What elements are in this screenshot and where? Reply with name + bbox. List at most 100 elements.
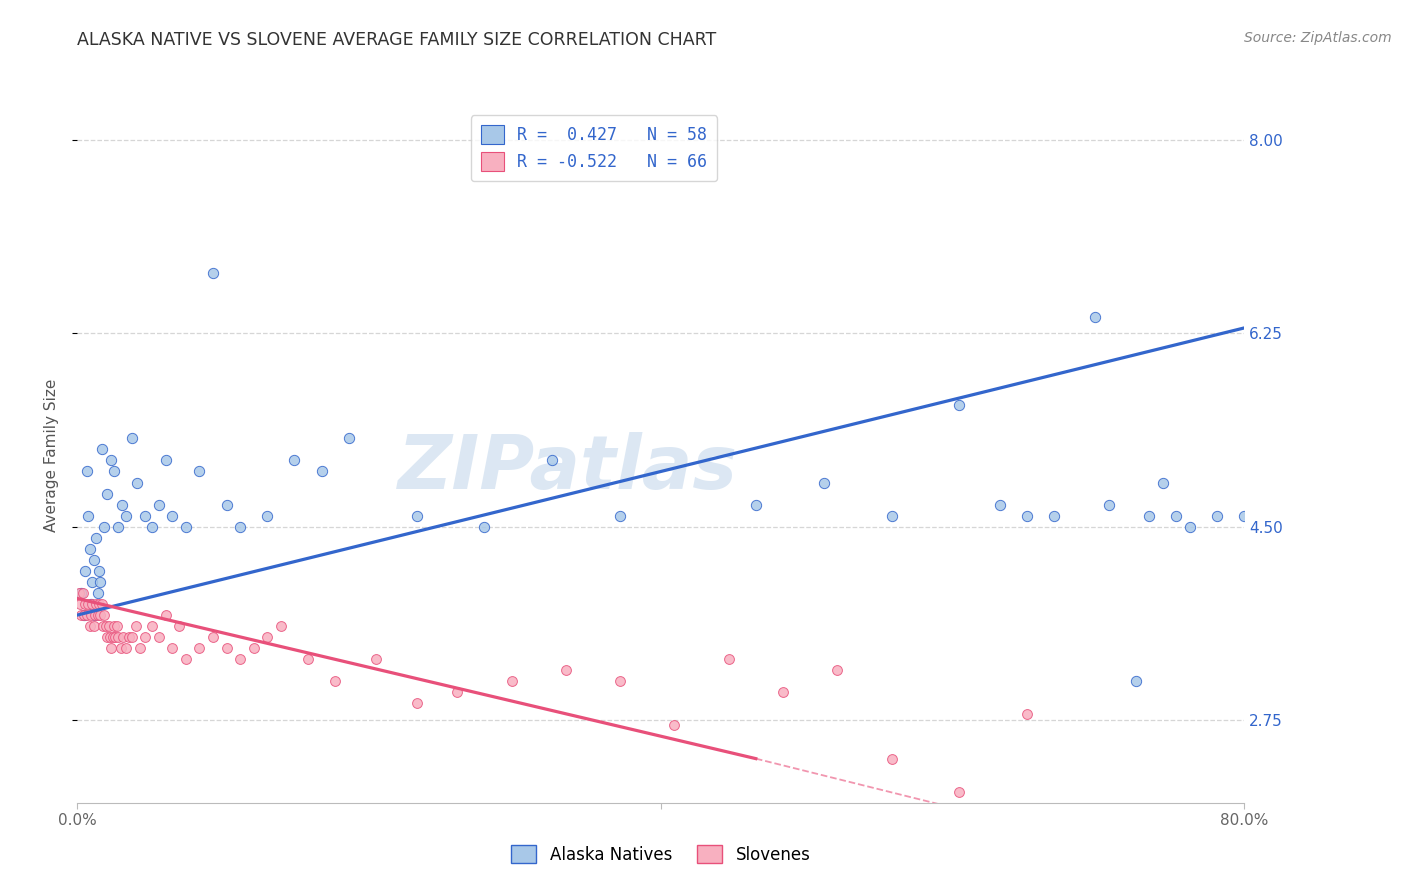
Point — [501, 674, 523, 689]
Point — [75, 597, 97, 611]
Point — [717, 652, 740, 666]
Point — [283, 453, 305, 467]
Point — [98, 630, 121, 644]
Point — [664, 718, 686, 732]
Point — [174, 652, 197, 666]
Point — [89, 574, 111, 589]
Point — [1084, 310, 1107, 324]
Point — [364, 652, 387, 666]
Point — [100, 453, 122, 467]
Point — [215, 498, 238, 512]
Point — [125, 619, 148, 633]
Point — [880, 508, 903, 523]
Point — [1125, 674, 1147, 689]
Point — [101, 630, 124, 644]
Point — [75, 564, 97, 578]
Point — [215, 641, 238, 656]
Point — [86, 586, 108, 600]
Point — [111, 498, 134, 512]
Point — [988, 498, 1011, 512]
Point — [1206, 508, 1229, 523]
Point — [90, 442, 112, 457]
Point — [188, 641, 211, 656]
Point — [67, 586, 90, 600]
Point — [79, 541, 101, 556]
Point — [72, 586, 94, 600]
Point — [1097, 498, 1119, 512]
Point — [77, 508, 100, 523]
Point — [104, 630, 127, 644]
Y-axis label: Average Family Size: Average Family Size — [44, 378, 59, 532]
Point — [103, 465, 125, 479]
Point — [323, 674, 346, 689]
Point — [229, 519, 252, 533]
Point — [125, 475, 148, 490]
Point — [80, 597, 103, 611]
Point — [256, 630, 278, 644]
Point — [79, 619, 101, 633]
Point — [1233, 508, 1256, 523]
Point — [202, 266, 225, 280]
Legend: R =  0.427   N = 58, R = -0.522   N = 66: R = 0.427 N = 58, R = -0.522 N = 66 — [471, 115, 717, 181]
Point — [162, 508, 184, 523]
Point — [82, 574, 104, 589]
Point — [83, 619, 105, 633]
Point — [69, 597, 91, 611]
Point — [880, 751, 903, 765]
Point — [405, 508, 427, 523]
Text: ALASKA NATIVE VS SLOVENE AVERAGE FAMILY SIZE CORRELATION CHART: ALASKA NATIVE VS SLOVENE AVERAGE FAMILY … — [77, 31, 717, 49]
Point — [87, 564, 110, 578]
Point — [148, 498, 170, 512]
Point — [242, 641, 264, 656]
Point — [93, 608, 115, 623]
Point — [297, 652, 319, 666]
Point — [76, 465, 98, 479]
Point — [76, 608, 98, 623]
Point — [86, 531, 108, 545]
Text: Source: ZipAtlas.com: Source: ZipAtlas.com — [1244, 31, 1392, 45]
Point — [70, 586, 93, 600]
Text: ZIPatlas: ZIPatlas — [398, 433, 738, 506]
Point — [70, 608, 93, 623]
Point — [105, 619, 128, 633]
Point — [112, 630, 135, 644]
Point — [103, 619, 125, 633]
Point — [188, 465, 211, 479]
Point — [84, 608, 107, 623]
Point — [128, 641, 150, 656]
Point — [73, 608, 96, 623]
Point — [609, 674, 631, 689]
Point — [162, 641, 184, 656]
Point — [148, 630, 170, 644]
Point — [745, 498, 768, 512]
Point — [541, 453, 564, 467]
Point — [96, 486, 118, 500]
Point — [134, 508, 156, 523]
Point — [141, 619, 163, 633]
Point — [121, 630, 143, 644]
Point — [97, 619, 120, 633]
Point — [609, 508, 631, 523]
Point — [86, 608, 108, 623]
Point — [1178, 519, 1201, 533]
Point — [813, 475, 835, 490]
Point — [174, 519, 197, 533]
Point — [155, 608, 177, 623]
Point — [202, 630, 225, 644]
Point — [77, 597, 100, 611]
Point — [115, 641, 138, 656]
Point — [311, 465, 333, 479]
Point — [554, 663, 576, 677]
Point — [1137, 508, 1160, 523]
Point — [1017, 707, 1039, 722]
Point — [474, 519, 496, 533]
Point — [229, 652, 252, 666]
Point — [948, 398, 970, 412]
Point — [141, 519, 163, 533]
Point — [337, 431, 360, 445]
Point — [73, 608, 96, 623]
Point — [1152, 475, 1174, 490]
Point — [84, 608, 107, 623]
Point — [948, 785, 970, 799]
Point — [256, 508, 278, 523]
